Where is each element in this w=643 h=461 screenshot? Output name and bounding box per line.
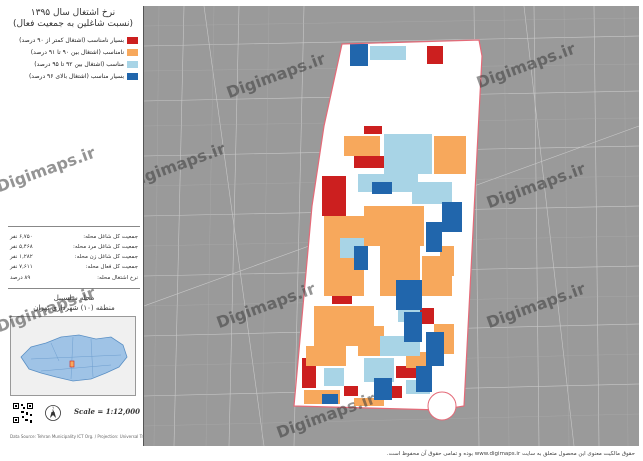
scale-label: Scale = 1:12,000 [74,407,140,416]
base-map [144,6,639,446]
north-arrow-icon [45,405,61,421]
map-title-line2: (نسبت شاغلین به جمعیت فعال) [12,19,133,29]
inset-locator-map [10,316,136,396]
neighborhood-locator [69,360,75,368]
stat-employment-rate: نرخ اشتغال محله: ۸۹ درصد [10,275,138,281]
data-source-note: Data Source: Tehran Municipality ICT Org… [10,434,181,439]
street-grid [144,6,639,446]
divider [8,288,140,289]
parcels-very-poor [302,46,443,398]
tehran-outline-map [20,334,128,382]
legend-item-poor: نامناسب (اشتغال بین ۹۰ تا ۹۱ درصد) [8,48,140,57]
district-name: منطقه (۱۰) شهرداری تهران [33,304,115,312]
map-title: نرخ اشتغال سال ۱۳۹۵ (نسبت شاغلین به جمعی… [6,8,140,30]
map-canvas[interactable]: Digimaps.ir Digimaps.ir Digimaps.ir Digi… [144,6,639,446]
legend-item-very-good: بسیار مناسب (اشتغال بالای ۹۶ درصد) [8,72,140,81]
legend-swatch [127,61,138,68]
neighborhood-name: محله سلسبیل [53,294,95,302]
divider [8,226,140,227]
qr-code-icon [12,402,34,424]
legend-swatch [127,73,138,80]
north-label: N [51,407,57,414]
parcels-very-good [322,44,462,404]
legend-item-good: مناسب (اشتغال بین ۹۲ تا ۹۵ درصد) [8,60,140,69]
stat-male-employed: جمعیت کل شاغل مرد محله: ۵,۴۶۸ نفر [10,244,138,250]
map-title-line1: نرخ اشتغال سال ۱۳۹۵ [30,8,116,18]
stat-female-employed: جمعیت کل شاغل زن محله: ۱,۲۸۲ نفر [10,254,138,260]
copyright-notice: حقوق مالکیت معنوی این محصول متعلق به سای… [386,451,635,457]
legend-swatch [127,37,138,44]
stat-total-active: جمعیت کل فعال محله: ۷,۶۱۱ نفر [10,264,138,270]
roundabout [427,391,457,421]
legend-item-very-poor: بسیار نامناسب (اشتغال کمتر از ۹۰ درصد) [8,36,140,45]
legend-swatch [127,49,138,56]
stat-total-employed: جمعیت کل شاغل محله: ۶,۷۵۰ نفر [10,234,138,240]
